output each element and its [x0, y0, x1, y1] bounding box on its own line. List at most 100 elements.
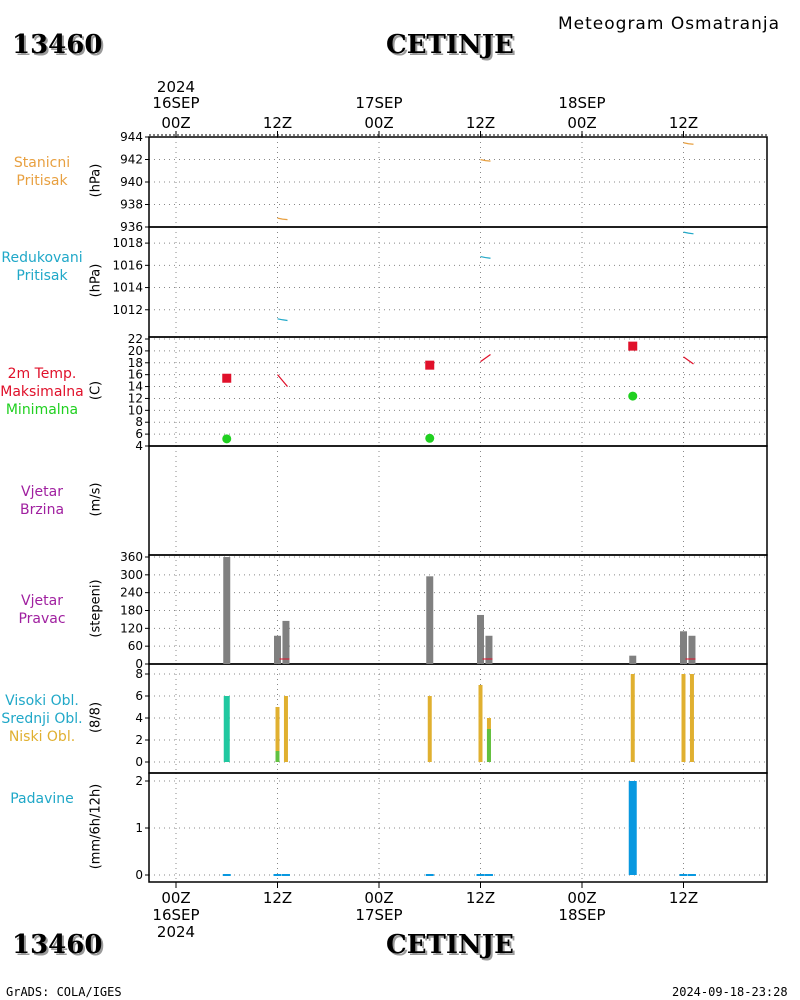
panel-label-line: Niski Obl.	[8, 728, 76, 745]
wind-direction-bar	[426, 576, 434, 664]
temp-trace	[277, 374, 288, 387]
y-tick-label: 8	[135, 415, 143, 429]
temp-min-point	[628, 391, 638, 401]
pressure-trace	[683, 142, 694, 145]
y-tick-label: 1012	[112, 303, 143, 317]
y-tick-label: 8	[135, 667, 143, 681]
panel-label-line: Pritisak	[16, 268, 68, 284]
y-tick-label: 180	[120, 604, 143, 618]
header-station-name: CETINJE	[386, 30, 514, 60]
panel-label: Vjetar Brzina	[0, 483, 84, 519]
temp-min-point	[222, 434, 232, 444]
time-label-bottom-hour: 12Z	[669, 889, 698, 907]
y-tick-label: 18	[128, 356, 143, 370]
panel-label-line: Minimalna	[5, 401, 79, 418]
temp-min-point	[425, 433, 435, 443]
panel-label: 2m Temp. Maksimalna Minimalna	[0, 365, 84, 419]
time-label-bottom-hour: 00Z	[364, 889, 393, 907]
pressure-trace	[277, 318, 288, 322]
time-label-bottom-date: 16SEP	[152, 906, 199, 924]
temp-max-point	[425, 360, 435, 370]
panel-frame	[148, 772, 768, 883]
y-tick-label: 60	[128, 639, 143, 653]
y-tick-label: 10	[128, 403, 143, 417]
low-cloud-bar	[681, 674, 686, 762]
y-tick-label: 936	[120, 220, 143, 234]
panel-frame	[148, 445, 768, 556]
y-tick-label: 0	[135, 657, 143, 671]
wind-direction-bar	[223, 557, 231, 664]
precip-bar	[628, 781, 637, 875]
panel-label: Stanicni Pritisak	[0, 154, 84, 190]
temp-max-point	[628, 341, 638, 351]
low-cloud-bar	[283, 696, 288, 762]
panel-label-line: Stanicni	[13, 155, 71, 171]
y-tick-label: 22	[128, 332, 143, 346]
footer-credit: GrADS: COLA/IGES	[6, 985, 122, 999]
panel-label-line: Vjetar	[21, 483, 63, 500]
panel-label: Padavine	[0, 790, 84, 808]
header-subtitle: Meteogram Osmatranja	[558, 14, 781, 34]
footer-timestamp: 2024-09-18-23:28	[672, 985, 788, 999]
wind-direction-bar	[688, 635, 696, 664]
panel-label-line: Pritisak	[16, 173, 68, 189]
temp-trace	[480, 353, 491, 363]
time-label-top-hour: 12Z	[466, 114, 495, 132]
y-tick-label: 938	[120, 198, 143, 212]
y-tick-label: 4	[135, 711, 143, 725]
high-cloud-bar	[223, 696, 230, 762]
wind-direction-bar	[274, 635, 281, 664]
footer-station-id: 13460	[12, 930, 103, 960]
time-label-bottom-hour: 12Z	[466, 889, 495, 907]
time-label-bottom-hour: 00Z	[161, 889, 190, 907]
y-tick-label: 120	[120, 621, 143, 635]
y-tick-label: 6	[135, 689, 143, 703]
time-label-top-hour: 00Z	[364, 114, 393, 132]
header-station-id: 13460	[12, 30, 103, 60]
y-tick-label: 4	[135, 439, 143, 453]
y-tick-label: 1	[135, 821, 143, 835]
temp-max-point	[222, 373, 232, 383]
pressure-trace	[683, 231, 694, 235]
time-label-top-hour: 12Z	[263, 114, 292, 132]
y-tick-label: 20	[128, 344, 143, 358]
time-label-top-hour: 00Z	[567, 114, 596, 132]
wind-direction-bar	[282, 620, 290, 664]
panel-label-line: Visoki Obl.	[5, 692, 79, 709]
time-label-bottom-year: 2024	[157, 923, 195, 941]
y-tick-label: 12	[128, 391, 143, 405]
time-label-top-hour: 00Z	[161, 114, 190, 132]
y-tick-label: 0	[135, 868, 143, 882]
y-tick-label: 16	[128, 368, 143, 382]
y-tick-label: 0	[135, 755, 143, 769]
y-tick-label: 1016	[112, 258, 143, 272]
low-cloud-bar	[478, 685, 483, 762]
panel-label-line: Padavine	[10, 791, 74, 807]
panel-label-line: Redukovani	[1, 250, 83, 266]
y-tick-label: 300	[120, 568, 143, 582]
time-label-bottom-date: 17SEP	[355, 906, 402, 924]
footer-station-name: CETINJE	[386, 930, 514, 960]
time-label-bottom-date: 18SEP	[558, 906, 605, 924]
panel-label: Visoki Obl. Srednji Obl. Niski Obl.	[0, 692, 84, 746]
panel-label-line: Srednji Obl.	[1, 710, 83, 727]
panel-label-line: 2m Temp.	[7, 365, 77, 382]
wind-direction-bar	[629, 655, 637, 664]
time-label-top-year: 2024	[157, 78, 195, 96]
pressure-trace	[480, 159, 491, 162]
y-tick-label: 2	[135, 774, 143, 788]
y-tick-label: 360	[120, 550, 143, 564]
y-tick-label: 1018	[112, 236, 143, 250]
low-cloud-bar	[427, 696, 432, 762]
time-label-top-date: 17SEP	[355, 94, 402, 112]
panel-frame	[148, 336, 768, 447]
pressure-trace	[480, 255, 491, 259]
time-label-top-date: 16SEP	[152, 94, 199, 112]
panel-label-line: Vjetar	[21, 592, 63, 609]
y-tick-label: 2	[135, 733, 143, 747]
y-tick-label: 942	[120, 153, 143, 167]
y-tick-label: 240	[120, 586, 143, 600]
temp-trace	[683, 356, 694, 365]
mid-cloud-bar	[486, 729, 491, 762]
panel-label: Redukovani Pritisak	[0, 249, 84, 285]
